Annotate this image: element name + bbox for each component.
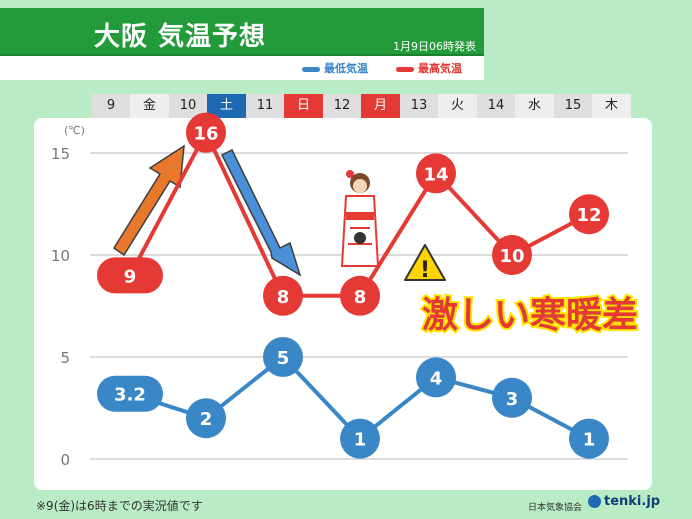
data-label: 4: [430, 368, 443, 389]
data-point: [569, 418, 609, 459]
figure-face: [353, 179, 367, 193]
legend-min-label: 最低気温: [324, 62, 368, 75]
day-number: 13: [400, 94, 438, 118]
rise-arrow: [112, 144, 185, 257]
day-cell: 11 日: [246, 94, 323, 118]
day-cell: 14 水: [477, 94, 554, 118]
data-label: 8: [277, 287, 290, 308]
day-number: 10: [169, 94, 207, 118]
data-label: 2: [200, 409, 213, 430]
figure-bag: [354, 232, 366, 244]
y-tick-label: 10: [51, 247, 70, 265]
legend: 最低気温 最高気温: [0, 56, 484, 80]
y-tick-label: 15: [51, 145, 70, 163]
fall-arrow: [220, 148, 302, 277]
data-point: [263, 275, 303, 316]
figure-obi: [346, 212, 374, 220]
page-title: 大阪 気温予想: [94, 22, 267, 52]
day-number: 12: [323, 94, 361, 118]
data-point: [416, 357, 456, 398]
data-label: 10: [499, 246, 524, 267]
data-label: 14: [423, 164, 448, 185]
issue-time: 1月9日06時発表: [393, 40, 476, 53]
warning-icon: [404, 244, 446, 281]
header-bar: 大阪 気温予想 1月9日06時発表: [0, 8, 484, 56]
footnote: ※9(金)は6時までの実況値です: [36, 499, 203, 513]
data-label: 1: [583, 430, 596, 451]
day-number: 11: [246, 94, 284, 118]
data-point: [492, 377, 532, 418]
day-number: 9: [92, 94, 130, 118]
legend-min: 最低気温: [302, 60, 368, 76]
day-weekday: 金: [130, 94, 169, 118]
tenki-logo-icon: [588, 495, 601, 508]
day-cell: 13 火: [400, 94, 477, 118]
day-weekday: 火: [438, 94, 477, 118]
day-cell: 12 月: [323, 94, 400, 118]
data-label: 5: [277, 348, 290, 369]
day-cell: 10 土: [169, 94, 246, 118]
data-point: [340, 275, 380, 316]
legend-max: 最高気温: [396, 60, 462, 76]
data-label: 16: [193, 124, 218, 145]
data-point: [97, 375, 163, 412]
tenki-logo: tenki.jp: [588, 494, 660, 509]
data-point: [569, 194, 609, 235]
figure-hair-ornament: [346, 170, 354, 178]
data-point: [186, 112, 226, 153]
day-header-row: 9 金 10 土 11 日 12 月 13 火 14 水 15 木: [92, 94, 632, 118]
day-weekday: 水: [515, 94, 554, 118]
legend-max-label: 最高気温: [418, 62, 462, 75]
y-axis-label: (℃): [64, 124, 85, 137]
data-point: [97, 257, 163, 294]
day-cell: 15 木: [554, 94, 631, 118]
data-label: 3: [506, 389, 519, 410]
data-label: 12: [576, 205, 601, 226]
day-weekday: 日: [284, 94, 323, 118]
data-point: [416, 153, 456, 194]
data-point: [492, 235, 532, 275]
figure-kimono: [340, 195, 380, 267]
data-label: 8: [354, 287, 367, 308]
data-point: [263, 337, 303, 377]
logo-text: tenki.jp: [604, 494, 661, 509]
data-point: [340, 418, 380, 459]
legend-min-swatch: [302, 66, 320, 72]
day-weekday: 木: [592, 94, 631, 118]
legend-max-swatch: [396, 66, 414, 72]
day-number: 15: [554, 94, 592, 118]
data-point: [186, 398, 226, 439]
data-label: 3.2: [114, 385, 146, 406]
warning-icon-mark: !: [420, 258, 430, 283]
annotation-text: 激しい寒暖差: [422, 295, 638, 336]
data-label: 1: [354, 430, 367, 451]
y-tick-label: 5: [60, 349, 70, 367]
day-number: 14: [477, 94, 515, 118]
organization-name: 日本気象協会: [528, 503, 583, 513]
y-tick-label: 0: [60, 451, 70, 469]
day-weekday: 土: [207, 94, 246, 118]
data-label: 9: [124, 266, 137, 287]
day-weekday: 月: [361, 94, 400, 118]
